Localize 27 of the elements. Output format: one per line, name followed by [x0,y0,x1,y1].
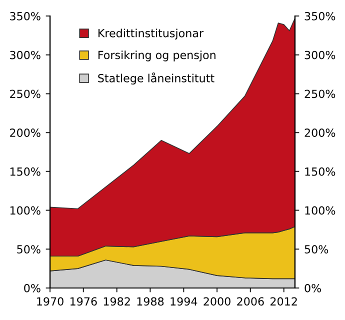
legend-label: Statlege låneinstitutt [98,72,214,85]
x-tick-label: 1982 [104,297,130,306]
x-tick-label: 2000 [204,297,230,306]
x-tick-label: 1994 [170,297,198,306]
legend-label: Forsikring og pensjon [98,50,216,62]
y2-tick-label: 200% [304,128,336,137]
x-tick-label: 1970 [37,297,64,306]
y2-tick-label: 50% [304,245,328,254]
y-tick-label: 300% [10,50,40,60]
y2-tick-label: 250% [304,90,336,98]
y-tick-label: 150% [10,167,40,176]
y2-tick-label: 300% [304,50,336,60]
y-tick-label: 350% [10,12,40,20]
y-tick-label: 50% [17,245,40,254]
y-tick-label: 250% [10,90,40,98]
y-tick-label: 100% [10,206,40,215]
legend-label: Kredittinstitusjonar [98,28,204,40]
x-tick-label: 1988 [137,297,164,306]
x-tick-label: 2012 [270,297,297,306]
y2-tick-label: 100% [305,206,336,215]
y2-tick-label: 350% [304,12,336,20]
y-tick-label: 0% [24,284,40,292]
y2-tick-label: 0% [304,284,322,292]
x-tick-label: 2006 [237,297,264,306]
y2-tick-label: 150% [305,167,336,176]
y-tick-label: 200% [10,128,40,137]
x-tick-label: 1976 [70,297,97,306]
